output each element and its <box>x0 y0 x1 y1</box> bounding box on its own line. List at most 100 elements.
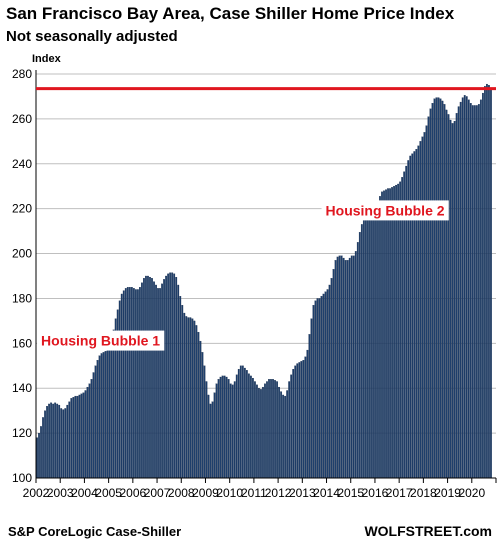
bar <box>415 149 418 479</box>
bar <box>328 284 331 479</box>
bar <box>350 255 353 479</box>
bar <box>165 275 168 479</box>
bar <box>62 409 65 479</box>
bar <box>64 408 67 479</box>
bar <box>274 380 276 479</box>
annotation-label: Housing Bubble 2 <box>326 202 445 218</box>
bar <box>256 384 258 479</box>
bar <box>130 287 133 479</box>
bar <box>471 105 474 479</box>
bar <box>364 215 367 479</box>
bar <box>389 188 391 479</box>
bar <box>219 376 222 479</box>
bar <box>332 269 335 479</box>
x-tick-label: 2005 <box>95 486 122 500</box>
bar <box>90 379 93 479</box>
bar <box>153 281 155 479</box>
bar <box>375 206 377 479</box>
x-tick-label: 2016 <box>362 486 389 500</box>
bar <box>217 379 220 479</box>
annotation-label: Housing Bubble 1 <box>41 333 160 349</box>
bar <box>346 260 349 479</box>
bar <box>338 255 341 479</box>
bar <box>314 300 317 479</box>
bar <box>223 375 226 479</box>
bar <box>461 97 464 479</box>
bar <box>241 365 244 479</box>
bar <box>298 362 301 479</box>
bar <box>369 213 371 479</box>
bar <box>358 232 361 479</box>
bar <box>205 381 208 479</box>
bar <box>40 426 42 479</box>
y-tick-label: 140 <box>12 381 32 395</box>
bar <box>459 101 462 479</box>
bar <box>447 114 450 479</box>
bar <box>132 288 135 479</box>
bar <box>225 376 228 479</box>
bar <box>433 98 436 479</box>
bar <box>151 278 153 479</box>
bar <box>149 276 151 479</box>
bar <box>143 278 145 479</box>
bar <box>147 275 149 479</box>
bar <box>243 367 246 479</box>
bar <box>282 394 285 479</box>
bar <box>381 191 383 479</box>
bar <box>193 320 196 479</box>
bar <box>258 388 260 479</box>
bar <box>399 181 402 479</box>
bar <box>181 305 184 479</box>
bar <box>179 296 182 479</box>
bar <box>401 177 404 479</box>
bar <box>82 392 85 479</box>
annotations: Housing Bubble 1 Housing Bubble 2 <box>37 200 449 351</box>
bar <box>215 383 218 479</box>
bar <box>455 113 458 479</box>
x-tick-label: 2014 <box>313 486 340 500</box>
bar <box>280 391 283 479</box>
bar <box>469 103 472 479</box>
bar <box>423 132 426 479</box>
bar <box>80 393 83 479</box>
bar <box>439 98 442 479</box>
bar <box>92 372 95 479</box>
bar <box>229 383 232 479</box>
bar-series <box>36 83 492 479</box>
bar <box>118 300 121 479</box>
brand-label: WOLFSTREET.com <box>364 523 492 539</box>
bar <box>157 288 159 479</box>
bar <box>443 104 446 479</box>
bar <box>467 99 470 479</box>
bar <box>88 383 91 479</box>
bar <box>169 272 172 479</box>
bar <box>58 404 61 479</box>
bar <box>308 334 311 479</box>
bar <box>449 119 452 479</box>
x-tick-label: 2017 <box>386 486 413 500</box>
bar <box>484 86 486 479</box>
bar <box>155 284 157 479</box>
bar <box>252 377 254 479</box>
bar <box>78 394 81 479</box>
bar <box>70 398 73 479</box>
bar <box>344 260 347 479</box>
y-tick-label: 280 <box>12 67 32 81</box>
bar <box>266 381 268 479</box>
x-tick-label: 2011 <box>241 486 267 500</box>
bar <box>451 123 454 479</box>
bar <box>477 104 480 479</box>
bar <box>360 224 363 479</box>
bar <box>395 184 398 479</box>
bar <box>270 379 272 479</box>
x-tick-label: 2018 <box>410 486 437 500</box>
bar <box>296 363 299 479</box>
bar <box>457 106 460 479</box>
bar <box>68 401 71 479</box>
bar <box>247 373 250 479</box>
source-note: S&P CoreLogic Case-Shiller <box>8 524 182 539</box>
bar <box>108 345 111 479</box>
bar <box>191 318 194 479</box>
bar <box>199 340 202 479</box>
bar <box>203 365 206 479</box>
